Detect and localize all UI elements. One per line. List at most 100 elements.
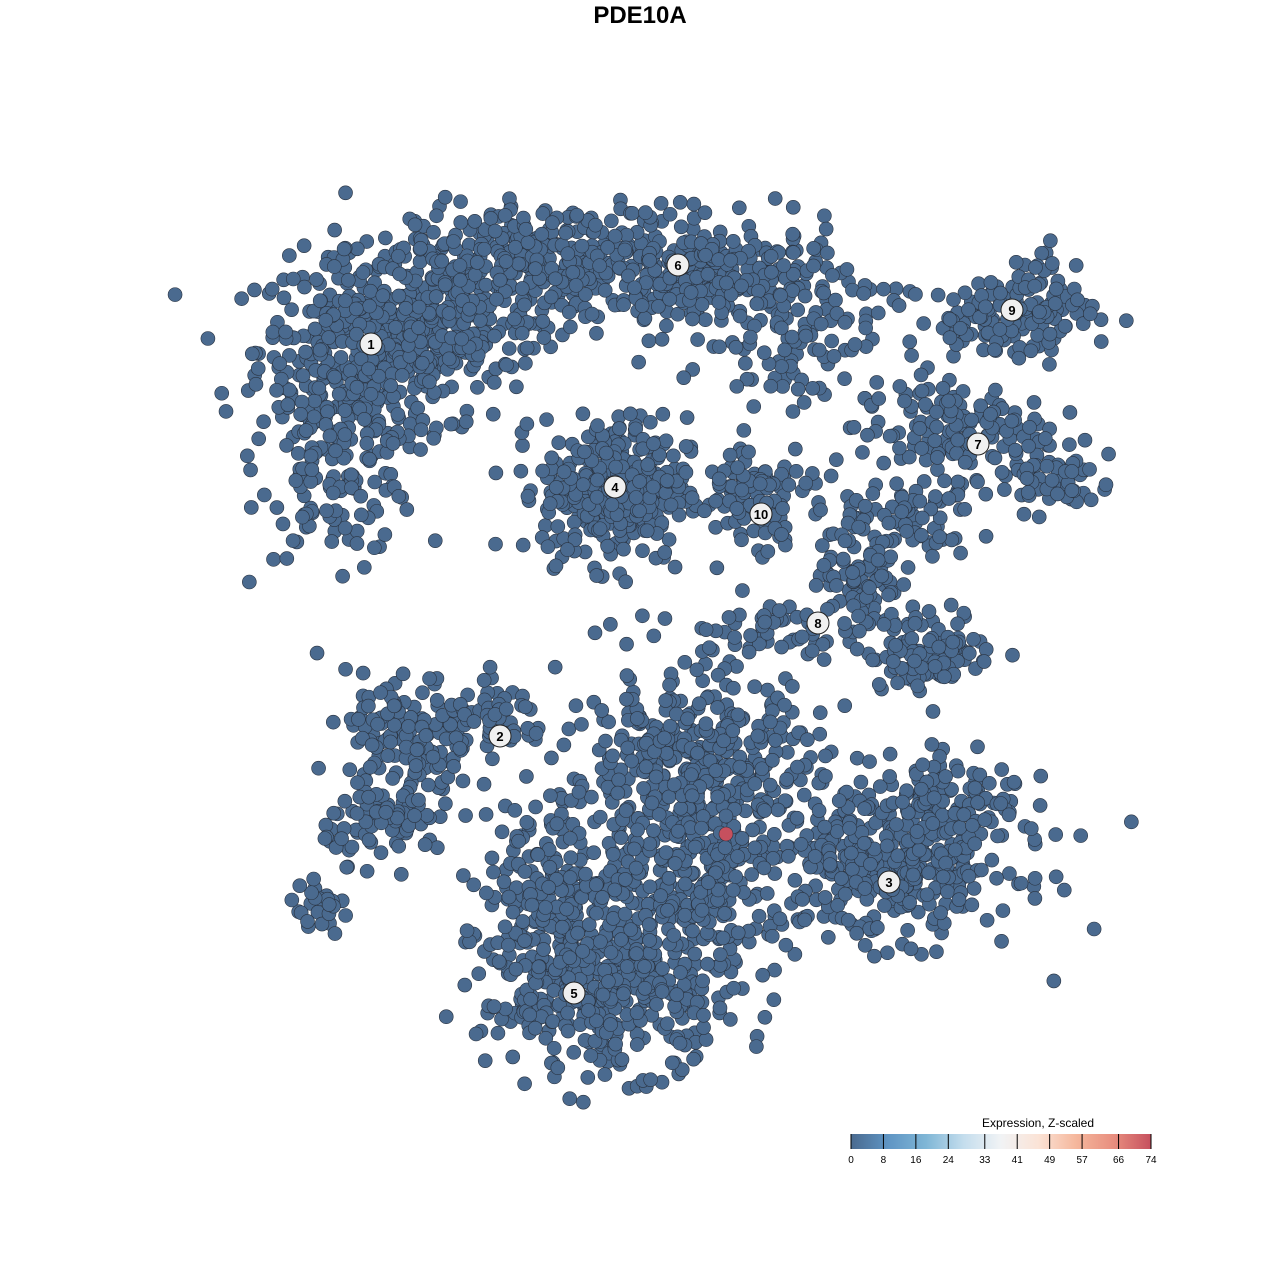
- cell-point: [266, 552, 281, 567]
- cell-point: [673, 219, 689, 235]
- cell-point: [413, 240, 428, 256]
- cell-point: [1064, 483, 1080, 498]
- cell-point: [452, 272, 468, 288]
- cell-point: [487, 223, 503, 239]
- cell-point: [589, 568, 604, 583]
- cell-point: [730, 707, 746, 723]
- cluster-label-text: 10: [754, 507, 768, 522]
- cell-point: [575, 406, 591, 422]
- cell-point: [515, 537, 531, 553]
- cell-point: [1086, 921, 1102, 937]
- cell-point: [528, 261, 543, 276]
- cell-point: [684, 788, 700, 804]
- cell-point: [947, 842, 963, 858]
- cell-point: [598, 445, 614, 461]
- cell-point: [303, 448, 319, 464]
- cell-point: [912, 421, 928, 436]
- cell-point: [1046, 973, 1062, 989]
- cell-point: [603, 1017, 618, 1032]
- cell-point: [295, 509, 310, 525]
- cell-point: [325, 485, 341, 501]
- cell-point: [282, 348, 297, 363]
- cell-point: [327, 926, 343, 941]
- cell-point: [697, 205, 713, 220]
- cell-point: [759, 886, 775, 901]
- cell-point: [411, 792, 426, 808]
- cell-point: [337, 403, 353, 418]
- cell-point: [849, 925, 864, 941]
- cell-point: [353, 507, 369, 523]
- cell-point: [558, 225, 574, 241]
- cell-point: [976, 654, 992, 669]
- cell-point: [837, 698, 853, 713]
- cell-point: [818, 768, 833, 784]
- cell-point: [762, 714, 778, 730]
- cell-point: [722, 447, 738, 463]
- cell-point: [618, 574, 633, 590]
- cell-point: [979, 912, 995, 928]
- cell-point: [818, 748, 833, 764]
- cell-point: [375, 288, 391, 304]
- cell-point: [797, 288, 813, 304]
- cell-point: [710, 789, 725, 805]
- cell-point: [863, 856, 878, 872]
- cell-point: [657, 611, 673, 626]
- cell-point: [548, 271, 563, 287]
- cell-point: [865, 486, 881, 501]
- cell-point: [829, 824, 845, 839]
- cell-point: [883, 549, 899, 565]
- cell-point: [790, 759, 805, 775]
- cell-point: [608, 459, 624, 475]
- cell-point: [511, 256, 526, 272]
- cluster-label-text: 6: [674, 258, 681, 273]
- cell-point: [494, 824, 510, 840]
- cell-point: [818, 221, 834, 237]
- cell-point: [357, 411, 372, 427]
- cell-point: [700, 875, 716, 890]
- cell-point: [392, 266, 407, 282]
- cell-point: [611, 772, 627, 788]
- cell-point: [750, 728, 766, 744]
- cell-point: [798, 475, 814, 491]
- cell-point: [560, 1023, 576, 1039]
- cell-point: [764, 928, 780, 944]
- cell-point: [876, 455, 891, 471]
- cell-point: [490, 1025, 506, 1041]
- cell-point: [426, 225, 441, 240]
- cell-point: [930, 287, 946, 303]
- cell-point: [603, 617, 618, 632]
- cell-point: [536, 330, 552, 345]
- cell-point: [765, 752, 780, 768]
- cell-point: [383, 467, 399, 482]
- cell-point: [545, 1014, 561, 1029]
- cell-point: [438, 796, 453, 811]
- cell-point: [730, 849, 745, 864]
- cell-point: [377, 527, 393, 542]
- cell-point: [394, 368, 410, 383]
- cell-point: [251, 431, 267, 447]
- cell-point: [542, 496, 558, 512]
- cell-point: [613, 932, 629, 947]
- cell-point: [298, 423, 314, 438]
- cell-point: [735, 583, 750, 598]
- cell-point: [882, 769, 897, 784]
- cell-point: [993, 796, 1009, 811]
- cell-point: [649, 997, 664, 1012]
- cell-point: [664, 1055, 680, 1071]
- cell-point: [359, 436, 375, 451]
- cell-point: [813, 316, 829, 332]
- cell-point: [285, 533, 301, 548]
- cell-point: [897, 393, 912, 409]
- cell-point: [1038, 431, 1053, 446]
- cell-point: [933, 905, 948, 921]
- cell-point: [967, 836, 983, 852]
- cell-point: [583, 1048, 599, 1063]
- cell-point: [964, 818, 980, 833]
- cell-point: [961, 868, 977, 884]
- cell-point: [837, 533, 853, 549]
- cell-point: [909, 824, 925, 839]
- cell-point: [501, 889, 517, 905]
- cell-point: [593, 934, 608, 950]
- cell-point: [485, 406, 501, 422]
- cell-point: [837, 886, 853, 902]
